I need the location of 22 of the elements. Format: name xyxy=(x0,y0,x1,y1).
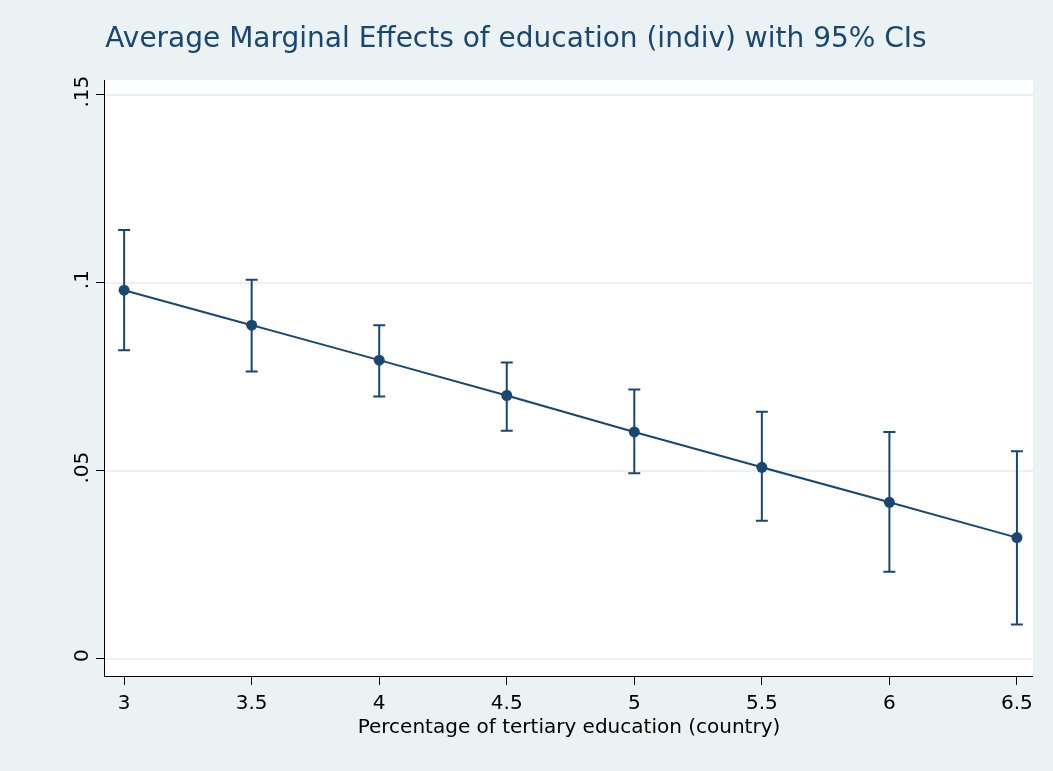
x-tick-label: 4.5 xyxy=(490,690,523,714)
y-tick-label: .1 xyxy=(69,270,93,290)
x-tick-label: 4 xyxy=(372,690,386,714)
point xyxy=(501,389,513,401)
y-tick-label: .15 xyxy=(69,75,93,108)
chart-title: Average Marginal Effects of education (indiv) with 95% CIs xyxy=(105,20,927,54)
x-tick-label: 3.5 xyxy=(235,690,268,714)
y-tick-label: .05 xyxy=(69,451,93,484)
point xyxy=(883,496,895,508)
x-tick-label: 6 xyxy=(883,690,896,714)
x-tick-label: 6.5 xyxy=(1001,690,1033,714)
x-tick-label: 3 xyxy=(117,690,131,714)
x-tick-label: 5 xyxy=(627,690,641,714)
point xyxy=(246,319,258,331)
point xyxy=(118,284,130,296)
y-tick-label: 0 xyxy=(69,649,93,663)
point xyxy=(628,426,640,438)
point xyxy=(373,354,385,366)
point xyxy=(756,461,768,473)
point xyxy=(1011,532,1023,544)
x-axis-title: Percentage of tertiary education (country) xyxy=(357,714,781,738)
x-tick-label: 5.5 xyxy=(745,690,778,714)
